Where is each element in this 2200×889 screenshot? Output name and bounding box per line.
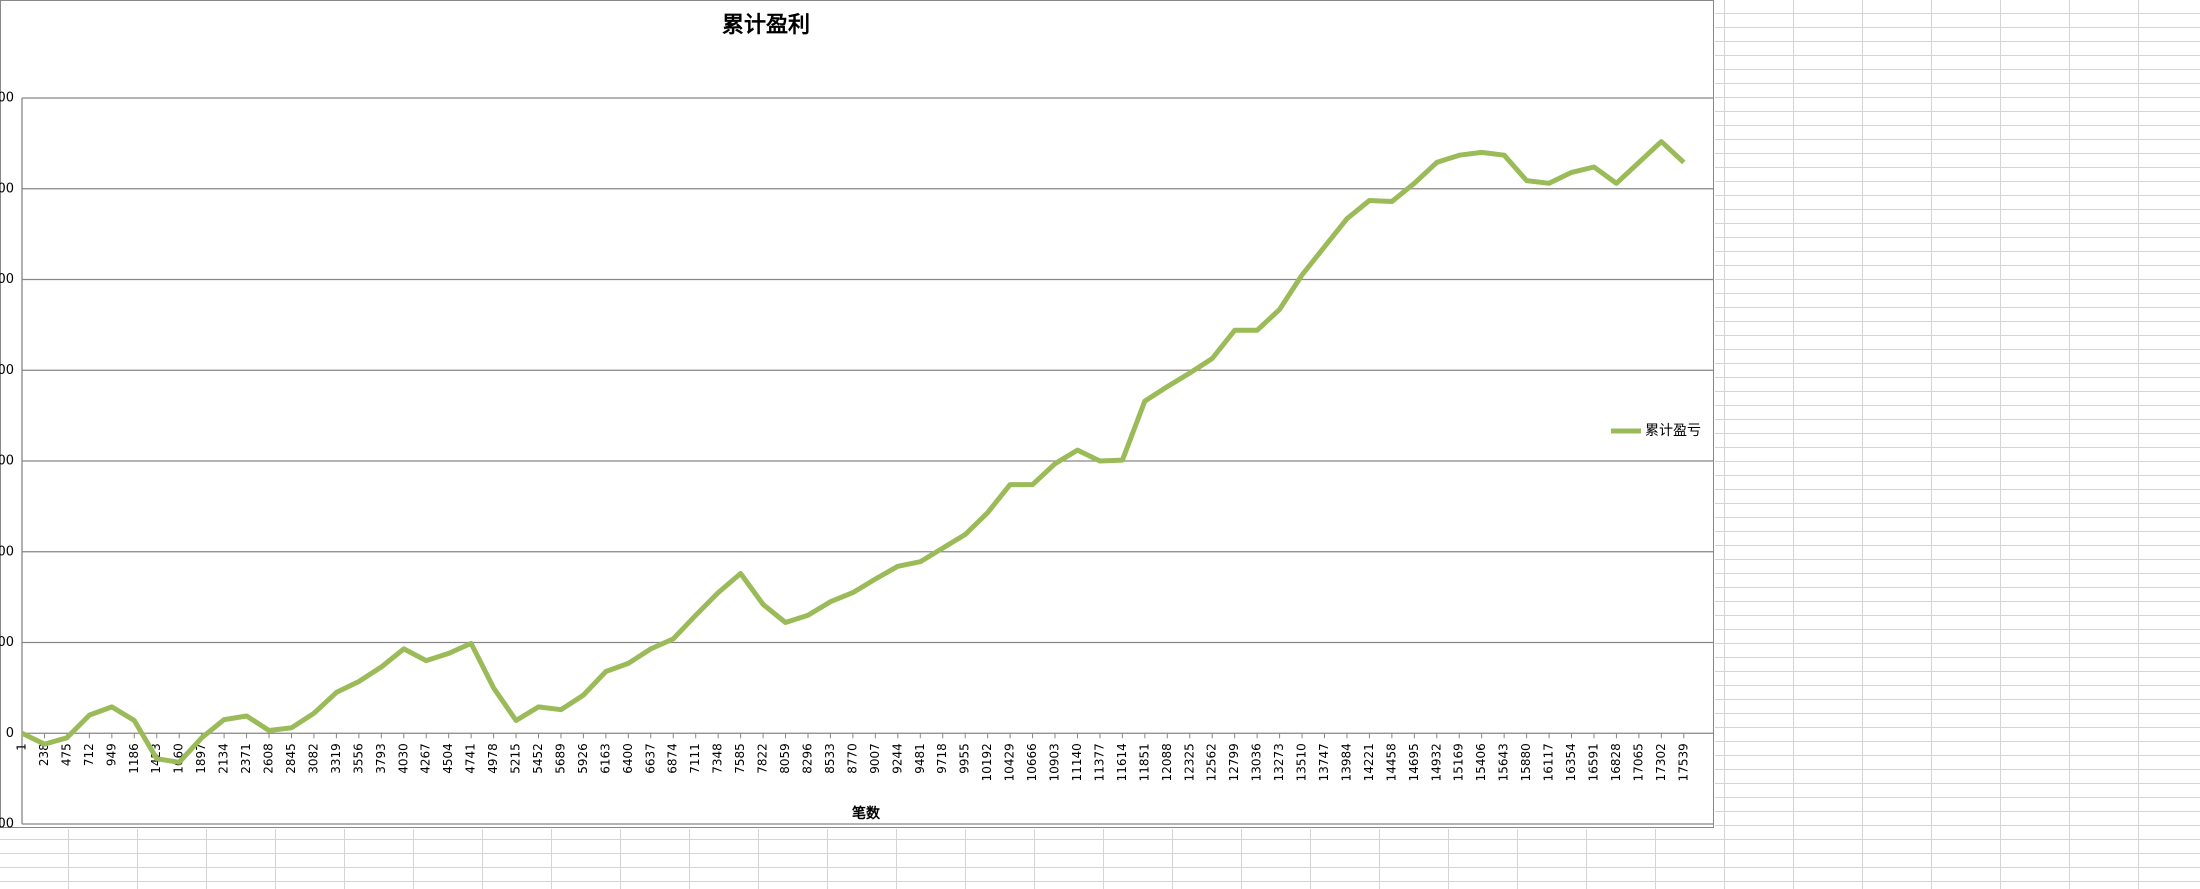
x-tick-label: 7348 xyxy=(711,743,725,774)
x-tick-label: 9244 xyxy=(890,743,904,774)
x-tick-label: 9481 xyxy=(913,743,927,774)
x-tick-label: 14458 xyxy=(1384,743,1398,781)
x-tick-label: 4267 xyxy=(419,743,433,774)
x-tick-label: 4978 xyxy=(486,743,500,774)
x-tick-label: 2608 xyxy=(262,743,276,774)
x-tick-label: 10903 xyxy=(1048,743,1062,781)
data-line xyxy=(20,139,1686,765)
x-tick-label: 16117 xyxy=(1542,743,1556,781)
x-tick-label: 6637 xyxy=(643,743,657,774)
x-tick-label: 8059 xyxy=(778,743,792,774)
x-tick-label: 13747 xyxy=(1317,743,1331,781)
x-tick-label: 3793 xyxy=(374,743,388,774)
y-tick-label: 3000 xyxy=(0,454,14,469)
x-tick-label: 712 xyxy=(82,743,96,766)
x-tick-label: 14221 xyxy=(1362,743,1376,781)
x-tick-label: 2845 xyxy=(284,743,298,774)
y-tick-label: -1000 xyxy=(0,817,14,830)
x-tick-label: 12325 xyxy=(1182,743,1196,781)
x-tick-label: 16354 xyxy=(1564,743,1578,781)
x-tick-label: 2134 xyxy=(217,743,231,774)
x-tick-label: 949 xyxy=(104,743,118,766)
x-tick-label: 14932 xyxy=(1429,743,1443,781)
x-tick-label: 16591 xyxy=(1586,743,1600,781)
x-tick-label: 12562 xyxy=(1205,743,1219,781)
x-tick-label: 8533 xyxy=(823,743,837,774)
y-tick-label: 7000 xyxy=(0,91,14,106)
x-tick-label: 15643 xyxy=(1497,743,1511,781)
x-tick-label: 1186 xyxy=(127,743,141,774)
x-axis-title: 笔数 xyxy=(852,805,881,822)
x-tick-label: 10429 xyxy=(1003,743,1017,781)
x-tick-label: 9007 xyxy=(868,743,882,774)
x-tick-label: 1 xyxy=(15,743,29,751)
x-tick-label: 1660 xyxy=(172,743,186,774)
chart-title: 累计盈利 xyxy=(722,13,810,38)
x-tick-label: 5926 xyxy=(576,743,590,774)
x-tick-label: 13036 xyxy=(1250,743,1264,781)
x-tick-label: 5689 xyxy=(553,743,567,774)
x-tick-label: 2371 xyxy=(239,743,253,774)
x-tick-label: 15406 xyxy=(1474,743,1488,781)
y-tick-label: 1000 xyxy=(0,635,14,650)
x-tick-label: 13510 xyxy=(1295,743,1309,781)
x-tick-label: 10192 xyxy=(980,743,994,781)
y-tick-label: 0 xyxy=(6,726,14,741)
x-tick-label: 13984 xyxy=(1339,743,1353,781)
y-tick-label: 2000 xyxy=(0,544,14,559)
x-tick-label: 6163 xyxy=(598,743,612,774)
x-tick-label: 13273 xyxy=(1272,743,1286,781)
x-tick-label: 11851 xyxy=(1137,743,1151,781)
x-tick-label: 14695 xyxy=(1407,743,1421,781)
legend-label: 累计盈亏 xyxy=(1645,423,1701,439)
x-tick-label: 10666 xyxy=(1025,743,1039,781)
x-tick-label: 4030 xyxy=(396,743,410,774)
x-tick-label: 16828 xyxy=(1609,743,1623,781)
x-tick-label: 7822 xyxy=(756,743,770,774)
x-tick-label: 11140 xyxy=(1070,743,1084,781)
x-tick-label: 238 xyxy=(37,743,51,766)
x-tick-label: 6874 xyxy=(666,743,680,774)
x-tick-label: 3319 xyxy=(329,743,343,774)
x-tick-label: 4741 xyxy=(464,743,478,774)
x-tick-label: 5452 xyxy=(531,743,545,774)
y-tick-label: 4000 xyxy=(0,363,14,378)
x-tick-label: 6400 xyxy=(621,743,635,774)
x-tick-label: 5215 xyxy=(509,743,523,774)
x-tick-label: 9955 xyxy=(958,743,972,774)
x-tick-label: 8770 xyxy=(845,743,859,774)
chart: 累计盈利 笔数 -1000 0 1000 2000 3000 4000 5000 6000 70… xyxy=(0,0,1715,829)
x-tick-label: 475 xyxy=(59,743,73,766)
x-tick-label: 7585 xyxy=(733,743,747,774)
x-tick-label: 11614 xyxy=(1115,743,1129,781)
chart-frame xyxy=(0,0,1714,828)
x-tick-label: 15880 xyxy=(1519,743,1533,781)
x-tick-label: 9718 xyxy=(935,743,949,774)
x-tick-label: 17065 xyxy=(1631,743,1645,781)
x-tick-label: 8296 xyxy=(800,743,814,774)
x-tick-label: 3082 xyxy=(306,743,320,774)
y-tick-label: 6000 xyxy=(0,181,14,196)
x-tick-label: 7111 xyxy=(688,743,702,774)
y-tick-label: 5000 xyxy=(0,272,14,287)
x-tick-label: 15169 xyxy=(1452,743,1466,781)
x-tick-label: 3556 xyxy=(351,743,365,774)
x-tick-label: 1897 xyxy=(194,743,208,774)
x-tick-label: 17539 xyxy=(1676,743,1690,781)
x-tick-label: 12799 xyxy=(1227,743,1241,781)
x-tick-label: 17302 xyxy=(1654,743,1668,781)
x-tick-label: 4504 xyxy=(441,743,455,774)
x-tick-label: 12088 xyxy=(1160,743,1174,781)
x-tick-label: 11377 xyxy=(1092,743,1106,781)
